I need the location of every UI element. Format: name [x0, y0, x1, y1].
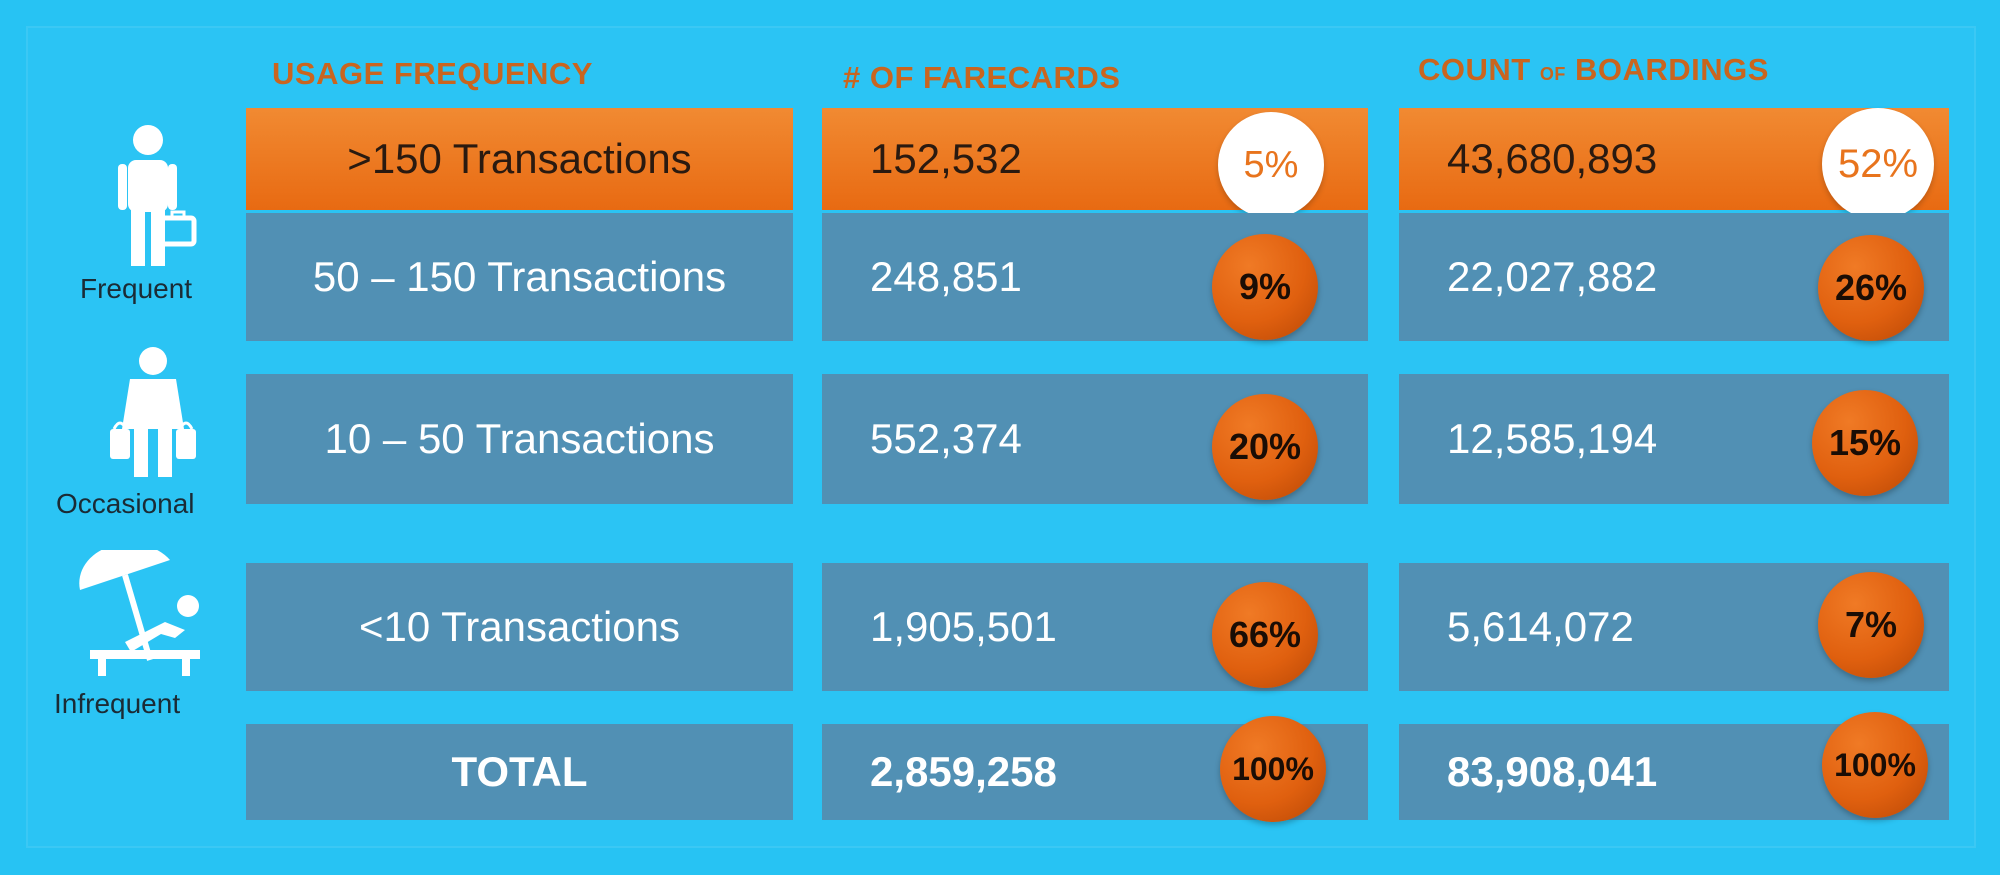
boardings-percent-badge: 15% — [1812, 390, 1918, 496]
farecards-percent-badge: 5% — [1218, 112, 1324, 218]
boardings-percent-badge: 52% — [1822, 108, 1934, 220]
row-label: <10 Transactions — [246, 563, 793, 691]
header-boardings-word: BOARDINGS — [1574, 52, 1769, 87]
persona-occasional-label: Occasional — [56, 488, 195, 519]
row-label: >150 Transactions — [246, 108, 793, 210]
farecards-percent-badge: 100% — [1220, 716, 1326, 822]
businessman-icon — [118, 125, 197, 266]
row-label: TOTAL — [246, 724, 793, 820]
boardings-percent-badge: 100% — [1822, 712, 1928, 818]
header-boardings-of: OF — [1539, 64, 1566, 84]
boardings-percent-badge: 26% — [1818, 235, 1924, 341]
shopper-icon — [110, 347, 196, 477]
header-boardings-count: COUNT — [1418, 52, 1531, 87]
header-usage-frequency: USAGE FREQUENCY — [272, 56, 593, 91]
farecards-percent-badge: 9% — [1212, 234, 1318, 340]
header-farecards: # OF FARECARDS — [843, 60, 1121, 95]
row-label: 50 – 150 Transactions — [246, 213, 793, 341]
persona-frequent-label: Frequent — [80, 273, 193, 304]
header-boardings: COUNT OF BOARDINGS — [1418, 52, 1769, 88]
beach-lounger-icon — [79, 550, 200, 676]
persona-infrequent-label: Infrequent — [54, 688, 181, 719]
farecards-percent-badge: 20% — [1212, 394, 1318, 500]
boardings-percent-badge: 7% — [1818, 572, 1924, 678]
farecards-percent-badge: 66% — [1212, 582, 1318, 688]
row-label: 10 – 50 Transactions — [246, 374, 793, 504]
